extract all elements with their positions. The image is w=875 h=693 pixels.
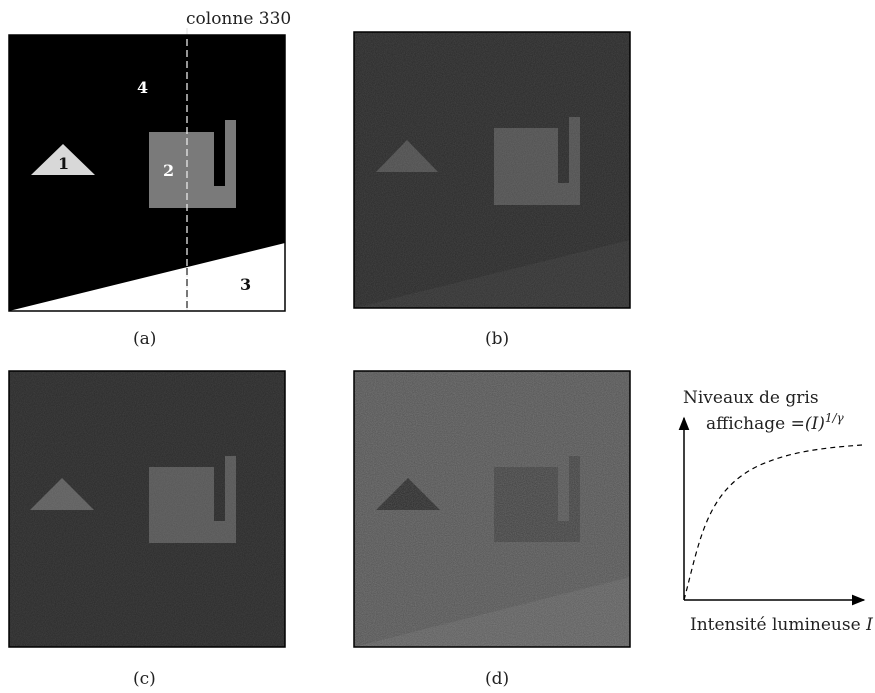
gamma-curve-diagram: Niveaux de gris affichage =(I)1/γ Intens… (678, 388, 873, 635)
caption-b: (b) (485, 329, 509, 349)
panel-b-frame (353, 31, 631, 309)
curve-label: affichage =(I)1/γ (706, 411, 845, 434)
region-label-1: 1 (58, 154, 69, 173)
column-label: colonne 330 (186, 9, 291, 29)
region-label-2: 2 (163, 161, 174, 180)
panel-a: colonne 330 1 2 3 4 (a) (8, 9, 291, 349)
caption-c: (c) (133, 669, 156, 689)
region-label-4: 4 (137, 78, 148, 97)
gamma-curve (683, 444, 863, 601)
caption-d: (d) (485, 669, 509, 689)
panel-d-frame (353, 370, 631, 648)
panel-a-frame (8, 34, 286, 312)
region-2-square (149, 120, 236, 208)
caption-a: (a) (133, 329, 156, 349)
panel-c: (c) (8, 370, 286, 689)
panel-b: (b) (353, 31, 631, 349)
region-label-3: 3 (240, 275, 251, 294)
region-1-triangle (31, 144, 95, 175)
panel-d: (d) (353, 370, 631, 689)
x-axis-label: Intensité lumineuse I (690, 615, 873, 635)
y-axis-label: Niveaux de gris (683, 388, 819, 408)
region-3-shape (9, 243, 285, 311)
panel-c-frame (8, 370, 286, 648)
